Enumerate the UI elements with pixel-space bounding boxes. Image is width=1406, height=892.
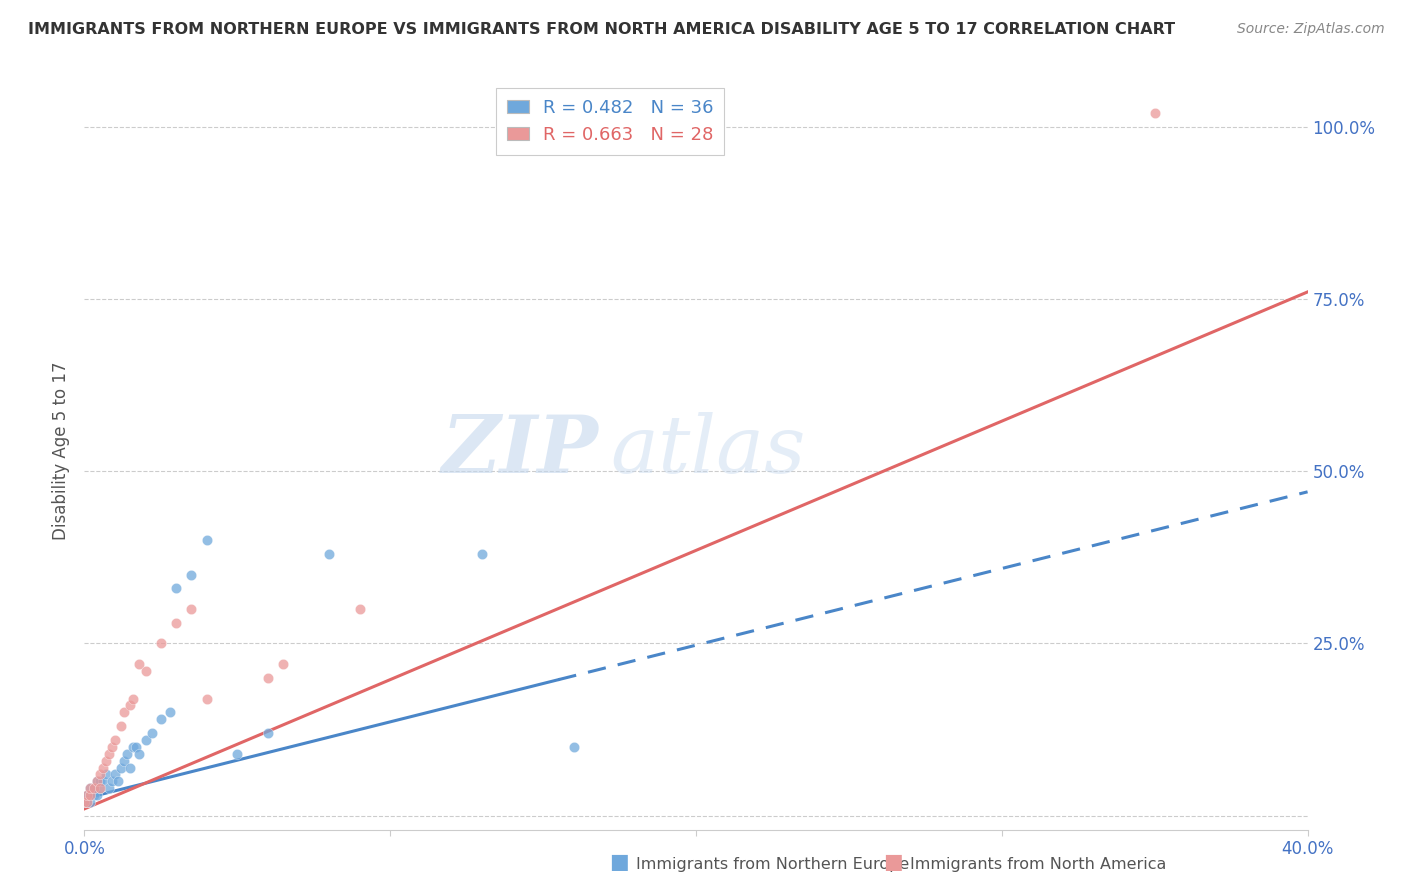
Point [165,615,187,630]
Text: ■: ■ [609,853,628,872]
Point [107,774,129,789]
Point [89,781,111,796]
Point [159,706,181,720]
Point [86,774,108,789]
Point [94,767,117,781]
Point [195,691,218,706]
Point [180,567,202,582]
Point [89,767,111,781]
Point [89,774,111,789]
Point [76,795,98,809]
Point [101,739,124,754]
Point [349,602,371,616]
Point [128,657,150,672]
Point [141,726,163,740]
Text: Source: ZipAtlas.com: Source: ZipAtlas.com [1237,22,1385,37]
Point [101,774,124,789]
Point [76,788,98,802]
Point [73,795,96,809]
Point [271,657,294,672]
Point [110,760,132,774]
Point [180,602,202,616]
Point [97,781,120,796]
Point [120,760,142,774]
Point [149,712,172,726]
Point [76,788,98,802]
Text: Immigrants from North America: Immigrants from North America [910,857,1166,872]
Text: IMMIGRANTS FROM NORTHERN EUROPE VS IMMIGRANTS FROM NORTH AMERICA DISABILITY AGE : IMMIGRANTS FROM NORTHERN EUROPE VS IMMIG… [28,22,1175,37]
Point [94,754,117,768]
Legend: R = 0.482   N = 36, R = 0.663   N = 28: R = 0.482 N = 36, R = 0.663 N = 28 [496,88,724,154]
Point [226,747,249,761]
Text: ZIP: ZIP [441,412,598,489]
Point [79,781,101,796]
Point [89,781,111,796]
Point [86,774,108,789]
Point [112,706,135,720]
Point [120,698,142,713]
Point [79,795,101,809]
Point [83,781,105,796]
Point [83,781,105,796]
Point [318,547,340,561]
Point [135,733,157,747]
Point [104,733,127,747]
Point [104,767,127,781]
Point [122,739,145,754]
Point [73,795,96,809]
Point [257,726,280,740]
Text: Immigrants from Northern Europe: Immigrants from Northern Europe [636,857,908,872]
Point [1143,105,1166,120]
Point [91,760,114,774]
Point [125,739,148,754]
Point [122,691,145,706]
Point [112,754,135,768]
Point [562,739,585,754]
Y-axis label: Disability Age 5 to 17: Disability Age 5 to 17 [52,361,70,540]
Point [149,636,172,650]
Text: atlas: atlas [610,412,806,489]
Point [91,774,114,789]
Point [76,795,98,809]
Point [79,788,101,802]
Point [86,788,108,802]
Point [135,664,157,678]
Point [97,747,120,761]
Point [165,582,187,596]
Point [471,547,494,561]
Point [110,719,132,733]
Point [83,788,105,802]
Point [128,747,150,761]
Point [195,533,218,547]
Point [79,781,101,796]
Point [257,671,280,685]
Point [115,747,138,761]
Text: ■: ■ [883,853,903,872]
